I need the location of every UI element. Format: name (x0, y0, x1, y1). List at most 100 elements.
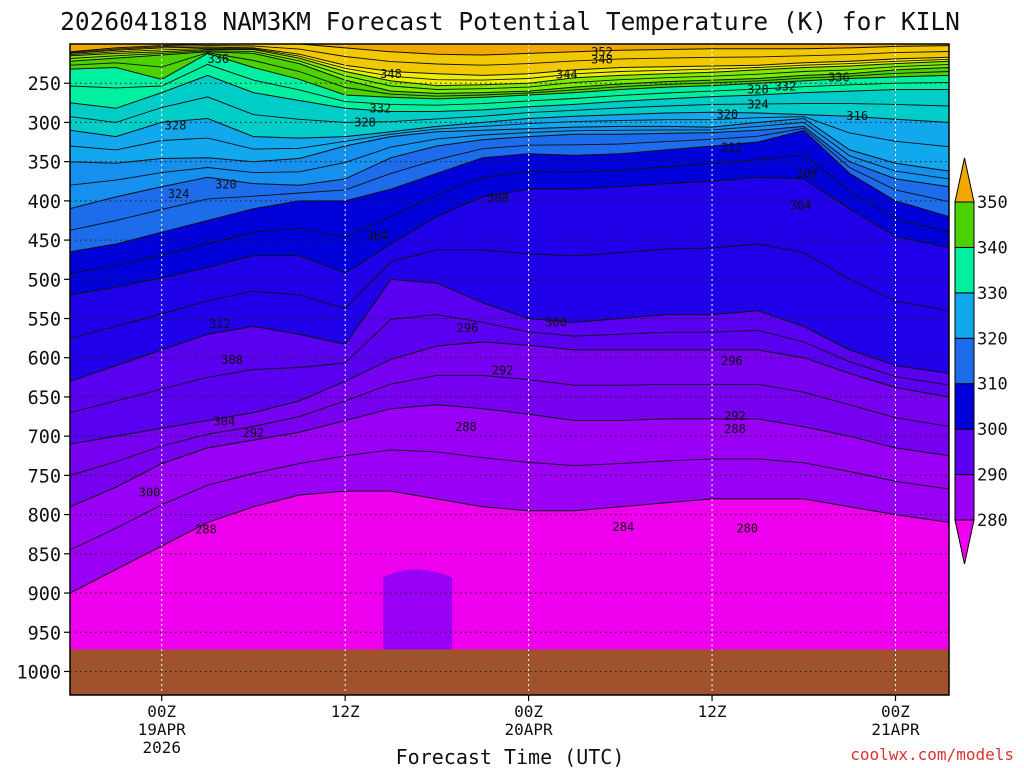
y-tick-label: 400 (28, 192, 61, 213)
contour-label: 312 (721, 141, 743, 155)
colorbar-label: 330 (977, 284, 1008, 304)
contour-label: 280 (736, 522, 758, 536)
contour-label: 300 (545, 315, 567, 329)
contour-300 (70, 176, 949, 296)
contour-335 (70, 51, 949, 94)
contour-345 (70, 46, 949, 76)
contour-342.5 (70, 47, 949, 81)
contour-327.5 (70, 63, 949, 106)
x-tick-label: 2026 (142, 738, 181, 757)
y-tick-label: 800 (28, 506, 61, 527)
contour-label: 312 (209, 317, 231, 331)
band-above-350 (70, 44, 949, 55)
watermark: coolwx.com/models (850, 745, 1014, 764)
colorbar-label: 320 (977, 329, 1008, 349)
contour-label: 296 (457, 321, 479, 335)
contour-label: 308 (221, 353, 243, 367)
band-345-350 (70, 44, 949, 76)
y-axis: 250 300 350 400 450 500 550 600 650 700 750 800 850 9… (16, 74, 70, 683)
contour-label: 288 (724, 422, 746, 436)
chart-title: 2026041818 NAM3KM Forecast Potential Tem… (60, 7, 960, 36)
x-tick-label: 12Z (331, 702, 360, 721)
y-tick-label: 500 (28, 270, 61, 291)
colorbar-label: 290 (977, 466, 1008, 486)
colorbar: 280 290 300 310 320 330 340 350 (954, 157, 1008, 565)
contour-lines (70, 44, 949, 594)
contour-label: 288 (455, 420, 477, 434)
contour-322.5 (70, 96, 949, 123)
plot-frame (69, 43, 950, 696)
contour-340 (70, 49, 949, 87)
contour-label: 316 (846, 109, 868, 123)
y-tick-label: 700 (28, 427, 61, 448)
contour-302.5 (70, 154, 949, 274)
contour-320 (70, 111, 949, 139)
contour-332.5 (70, 52, 949, 97)
colorbar-label: 300 (977, 420, 1008, 440)
contour-label: 308 (796, 166, 818, 180)
contour-287.5 (70, 374, 949, 476)
y-tick-label: 450 (28, 231, 61, 252)
contour-label: 328 (354, 115, 376, 129)
x-axis-label: Forecast Time (UTC) (396, 745, 625, 768)
contour-label: 300 (139, 486, 161, 500)
contour-label: 328 (747, 82, 769, 96)
contour-292.5 (70, 314, 949, 414)
contour-315 (70, 117, 949, 172)
colorbar-segment-320 (954, 292, 975, 339)
colorbar-segment-290 (954, 428, 975, 476)
colorbar-arrow-bottom (954, 519, 975, 565)
contour-label: 352 (591, 45, 613, 59)
y-tick-label: 850 (28, 545, 61, 566)
colorbar-segment-330 (954, 246, 975, 294)
colorbar-segment-310 (954, 337, 975, 385)
contour-290 (70, 341, 949, 445)
contour-label: 324 (747, 97, 769, 111)
colorbar-label: 340 (977, 238, 1008, 258)
contour-label: 308 (487, 192, 509, 206)
contour-label: 336 (828, 71, 850, 85)
contour-305 (70, 129, 949, 253)
contour-label: 348 (591, 53, 613, 67)
contour-label: 332 (369, 101, 391, 115)
colorbar-segment-280 (954, 474, 975, 521)
contour-label: 324 (168, 187, 190, 201)
y-tick-label: 1000 (16, 662, 61, 683)
contour-label: 292 (243, 426, 265, 440)
contour-350 (70, 44, 949, 56)
contour-label: 344 (556, 68, 578, 82)
contour-label: 296 (721, 354, 743, 368)
contour-label: 288 (195, 523, 217, 537)
contour-330 (70, 52, 949, 100)
colorbar-segment-300 (954, 383, 975, 430)
contour-325 (70, 74, 949, 112)
contour-317.5 (70, 116, 949, 151)
gridlines (70, 44, 949, 695)
ground-terrain (70, 649, 949, 695)
colorbar-label: 350 (977, 193, 1008, 213)
x-tick-label: 00Z (147, 702, 176, 721)
y-tick-label: 900 (28, 584, 61, 605)
y-tick-label: 750 (28, 466, 61, 487)
contour-312.5 (70, 121, 949, 186)
x-tick-label: 19APR (138, 720, 187, 739)
x-tick-label: 21APR (871, 720, 920, 739)
y-tick-label: 600 (28, 349, 61, 370)
contour-label: 336 (207, 52, 229, 66)
x-tick-label: 00Z (881, 702, 910, 721)
contour-label: 328 (165, 119, 187, 133)
contour-280 (70, 490, 949, 594)
contour-307.5 (70, 127, 949, 231)
contour-label: 292 (724, 409, 746, 423)
colorbar-label: 280 (977, 511, 1008, 531)
contour-310 (70, 125, 949, 210)
y-tick-label: 300 (28, 113, 61, 134)
contour-label: 332 (775, 79, 797, 93)
contour-347.5 (70, 45, 949, 66)
y-tick-label: 350 (28, 153, 61, 174)
contour-297.5 (70, 243, 949, 339)
contour-label: 348 (380, 67, 402, 81)
